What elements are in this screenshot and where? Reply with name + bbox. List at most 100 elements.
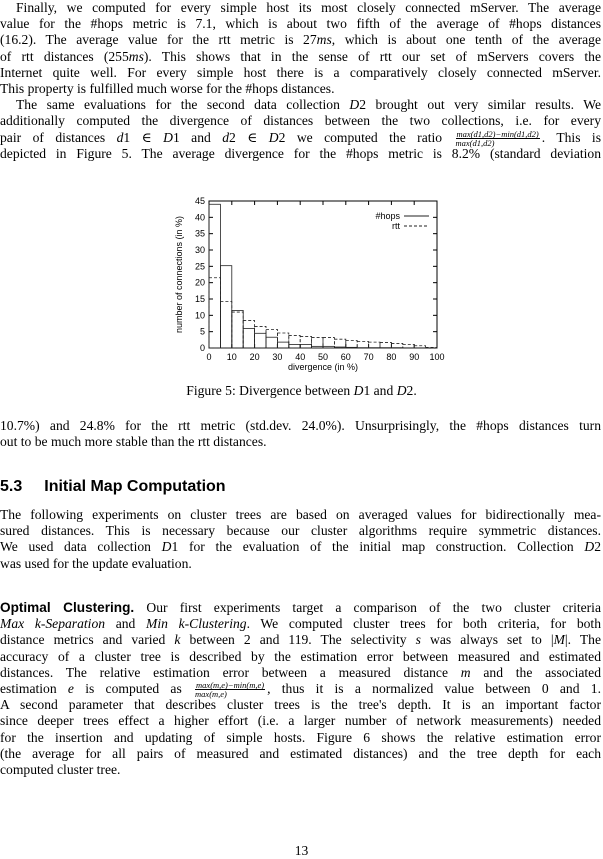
text-line: We used data collection D1 for the evalu… <box>0 539 601 555</box>
histogram-bar-rtt <box>243 321 254 348</box>
histogram-bar-rtt <box>300 337 311 348</box>
histogram-bar-hops <box>209 204 220 348</box>
text-line: additionally computed the divergence of … <box>0 113 601 129</box>
text-line: since deeper trees effect a higher effor… <box>0 713 601 729</box>
divergence-histogram: 0 5 10 15 20 25 30 35 40 45 0 10 20 30 40 50 60 70 80 90 100… <box>160 190 450 380</box>
text-line: distance metrics and varied k between 2 … <box>0 632 601 648</box>
y-axis-label: number of connections (in %) <box>174 216 184 333</box>
text-line: for the insertion and updating of simple… <box>0 730 601 746</box>
y-tick-label: 0 <box>200 343 205 353</box>
histogram-bar-rtt <box>369 342 380 348</box>
section-number: 5.3 <box>0 478 22 495</box>
legend-label: #hops <box>375 211 400 221</box>
math-symbol: m <box>461 665 471 680</box>
text-line: (the average for all pairs of measured a… <box>0 746 601 762</box>
math-symbol: ms <box>129 49 144 64</box>
text-line: of rtt distances (255ms). This shows tha… <box>0 49 601 65</box>
histogram-bar-rtt <box>277 333 288 348</box>
paragraph-heading: Optimal Clustering. <box>0 600 134 615</box>
text-line: (16.2). The average value for the rtt me… <box>0 32 601 48</box>
x-tick-label: 80 <box>386 352 396 362</box>
y-tick-label: 15 <box>195 294 205 304</box>
math-symbol: d <box>117 130 124 145</box>
x-tick-label: 100 <box>429 352 444 362</box>
math-symbol: Min k-Clustering <box>146 616 247 631</box>
text-line: computed cluster tree. <box>0 762 601 778</box>
x-tick-label: 20 <box>250 352 260 362</box>
histogram-bar-hops <box>266 337 277 348</box>
section-title: Initial Map Computation <box>44 478 225 495</box>
text-line: This property is fulfilled much worse fo… <box>0 81 601 97</box>
math-symbol: s <box>416 632 421 647</box>
caption-d2: D <box>397 383 407 398</box>
histogram-bar-hops <box>277 342 288 348</box>
y-tick-label: 45 <box>195 196 205 206</box>
histogram-bar-rtt <box>357 341 368 348</box>
fraction: max(d1,d2)−min(d1,d2)max(d1,d2) <box>456 130 540 148</box>
math-symbol: D <box>269 130 279 145</box>
figure-caption: Figure 5: Divergence between D1 and D2. <box>0 383 603 399</box>
text-line: Finally, we computed for every simple ho… <box>0 0 601 16</box>
math-symbol: M <box>554 632 565 647</box>
histogram-bar-rtt <box>220 302 231 348</box>
x-tick-label: 50 <box>318 352 328 362</box>
text-line: accuracy of a cluster tree is described … <box>0 649 601 665</box>
math-symbol: k <box>174 632 180 647</box>
y-tick-label: 20 <box>195 278 205 288</box>
x-tick-label: 0 <box>206 352 211 362</box>
legend-label: rtt <box>392 221 400 231</box>
paragraph-p1: Finally, we computed for every simple ho… <box>0 0 601 162</box>
x-tick-label: 90 <box>409 352 419 362</box>
y-tick-label: 10 <box>195 310 205 320</box>
math-symbol: d <box>222 130 229 145</box>
y-tick-label: 30 <box>195 245 205 255</box>
text-line: estimation e is computed as max(m,e)−min… <box>0 681 601 697</box>
histogram-bar-rtt <box>289 336 300 348</box>
y-tick-label: 25 <box>195 261 205 271</box>
x-tick-label: 70 <box>364 352 374 362</box>
y-tick-label: 35 <box>195 229 205 239</box>
histogram-bar-rtt <box>232 312 243 348</box>
histogram-bar-hops <box>232 310 243 348</box>
text-line: 10.7%) and 24.8% for the rtt metric (std… <box>0 418 601 434</box>
x-tick-label: 10 <box>227 352 237 362</box>
paragraph-p5: Optimal Clustering. Our first experiment… <box>0 600 601 778</box>
text-line: Max k-Separation and Min k-Clustering. W… <box>0 616 601 632</box>
histogram-bar-rtt <box>380 342 391 348</box>
text-line: value for the #hops metric is 7.1, which… <box>0 16 601 32</box>
math-symbol: D <box>163 130 173 145</box>
math-symbol: e <box>68 681 74 696</box>
text-line: pair of distances d1 ∈ D1 and d2 ∈ D2 we… <box>0 130 601 146</box>
text-line: The same evaluations for the second data… <box>0 97 601 113</box>
paragraph-p3: 10.7%) and 24.8% for the rtt metric (std… <box>0 418 601 450</box>
text-line: was used for the update evaluation. <box>0 556 601 572</box>
section-heading: 5.3 Initial Map Computation <box>0 478 248 496</box>
caption-d1: D <box>354 383 364 398</box>
x-axis-label: divergence (in %) <box>288 362 358 372</box>
math-symbol: ms <box>317 32 332 47</box>
text-line: out to be much more stable than the rtt … <box>0 434 601 450</box>
y-tick-label: 40 <box>195 212 205 222</box>
text-line: Internet quite well. For every simple ho… <box>0 65 601 81</box>
text-line: A second parameter that describes cluste… <box>0 697 601 713</box>
math-symbol: D <box>584 539 594 554</box>
text-line: The following experiments on cluster tre… <box>0 507 601 523</box>
text-line: distances. The relative estimation error… <box>0 665 601 681</box>
histogram-bar-rtt <box>346 340 357 348</box>
math-symbol: D <box>162 539 172 554</box>
y-tick-label: 5 <box>200 327 205 337</box>
x-tick-label: 40 <box>295 352 305 362</box>
histogram-bar-rtt <box>209 278 220 348</box>
math-symbol: D <box>349 97 359 112</box>
histogram-bar-hops <box>220 266 231 348</box>
histogram-bar-hops <box>255 333 266 348</box>
text-line: depicted in Figure 5. The average diverg… <box>0 146 601 162</box>
x-tick-label: 30 <box>272 352 282 362</box>
x-tick-label: 60 <box>341 352 351 362</box>
math-symbol: Max k-Separation <box>0 616 105 631</box>
text-line: sured distances. This is necessary becau… <box>0 523 601 539</box>
paragraph-p4: The following experiments on cluster tre… <box>0 507 601 572</box>
histogram-bar-hops <box>243 328 254 348</box>
histogram-bar-hops <box>300 344 311 348</box>
text-line: Optimal Clustering. Our first experiment… <box>0 600 601 616</box>
